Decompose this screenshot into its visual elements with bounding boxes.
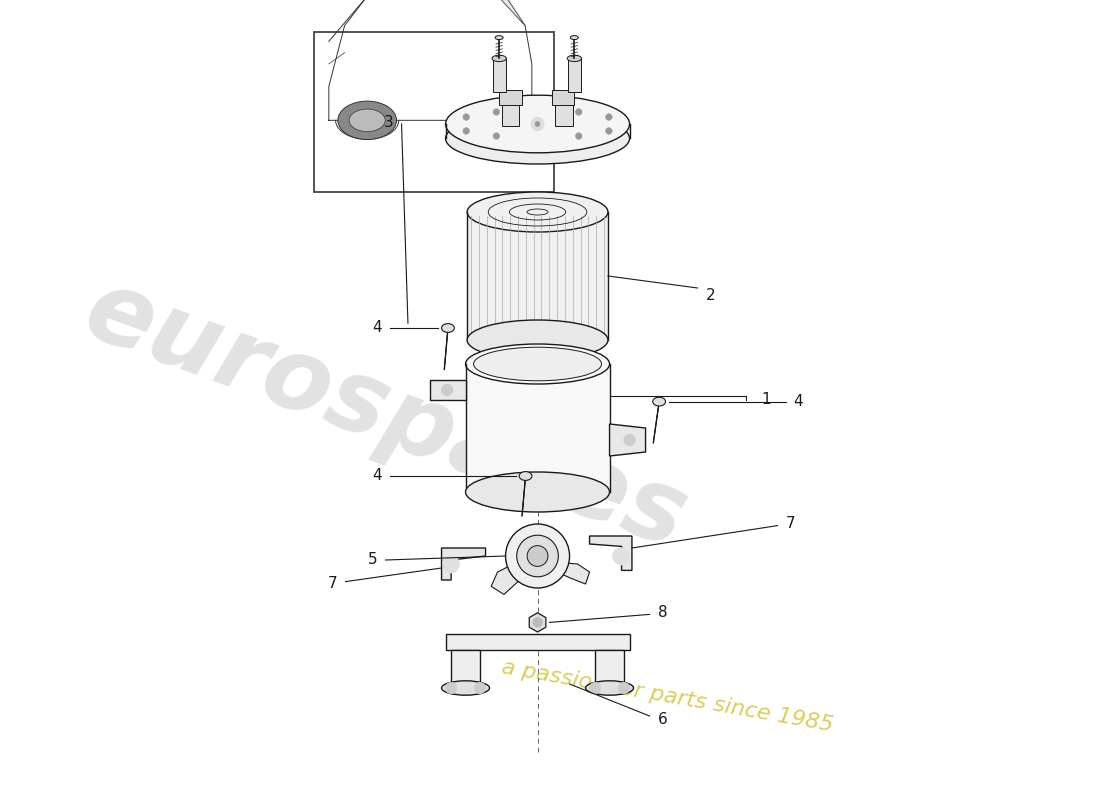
Circle shape: [527, 546, 548, 566]
Text: 4: 4: [793, 394, 803, 409]
Bar: [595, 650, 624, 688]
Text: eurospares: eurospares: [72, 262, 700, 570]
Circle shape: [614, 550, 629, 565]
Ellipse shape: [570, 35, 579, 39]
Bar: [556, 102, 573, 126]
Text: 4: 4: [372, 321, 382, 335]
Circle shape: [613, 548, 629, 564]
Polygon shape: [441, 548, 485, 580]
Circle shape: [531, 118, 543, 130]
Text: 2: 2: [705, 289, 715, 303]
Circle shape: [493, 133, 499, 139]
Ellipse shape: [492, 55, 506, 62]
Ellipse shape: [468, 192, 608, 232]
Ellipse shape: [465, 344, 609, 384]
Circle shape: [606, 128, 612, 134]
Circle shape: [474, 682, 485, 694]
Circle shape: [517, 535, 559, 577]
Circle shape: [618, 682, 629, 694]
Ellipse shape: [475, 109, 512, 131]
Ellipse shape: [568, 55, 582, 62]
Bar: [451, 650, 480, 688]
Circle shape: [463, 128, 470, 134]
Circle shape: [506, 524, 570, 588]
Polygon shape: [553, 562, 590, 584]
Bar: [446, 634, 629, 650]
Polygon shape: [429, 380, 465, 400]
Bar: [468, 212, 608, 340]
Ellipse shape: [473, 347, 602, 381]
Text: 1: 1: [761, 393, 771, 407]
Text: 7: 7: [785, 517, 795, 531]
Text: 6: 6: [658, 713, 668, 727]
Ellipse shape: [441, 323, 454, 332]
Circle shape: [444, 558, 459, 573]
Bar: [502, 102, 519, 126]
Polygon shape: [491, 562, 529, 594]
Ellipse shape: [338, 101, 396, 139]
Ellipse shape: [441, 681, 490, 695]
Circle shape: [493, 109, 499, 115]
Ellipse shape: [519, 472, 532, 480]
Circle shape: [575, 109, 582, 115]
Text: 4: 4: [372, 469, 382, 483]
Ellipse shape: [585, 681, 634, 695]
Bar: [314, 32, 553, 192]
Ellipse shape: [652, 398, 666, 406]
Ellipse shape: [465, 472, 609, 512]
Polygon shape: [529, 613, 546, 632]
Circle shape: [535, 122, 540, 126]
Ellipse shape: [349, 109, 385, 131]
Circle shape: [441, 385, 453, 396]
Text: a passion for parts since 1985: a passion for parts since 1985: [499, 657, 835, 735]
Polygon shape: [498, 0, 525, 26]
Polygon shape: [609, 424, 646, 456]
Ellipse shape: [446, 95, 629, 153]
Circle shape: [590, 682, 601, 694]
Text: 3: 3: [384, 115, 394, 130]
Ellipse shape: [446, 113, 629, 164]
Circle shape: [606, 114, 612, 120]
Circle shape: [624, 434, 635, 446]
Ellipse shape: [495, 35, 503, 39]
Bar: [568, 58, 581, 92]
Bar: [552, 90, 574, 105]
Circle shape: [463, 114, 470, 120]
Circle shape: [532, 618, 542, 627]
Text: 8: 8: [658, 606, 668, 620]
Bar: [465, 364, 609, 492]
Ellipse shape: [464, 101, 522, 139]
Text: 5: 5: [367, 553, 377, 567]
Bar: [499, 90, 521, 105]
Polygon shape: [590, 536, 631, 570]
Circle shape: [575, 133, 582, 139]
Circle shape: [443, 556, 459, 572]
Circle shape: [446, 682, 456, 694]
Text: 7: 7: [328, 577, 338, 591]
Bar: [493, 58, 506, 92]
Ellipse shape: [468, 320, 608, 360]
